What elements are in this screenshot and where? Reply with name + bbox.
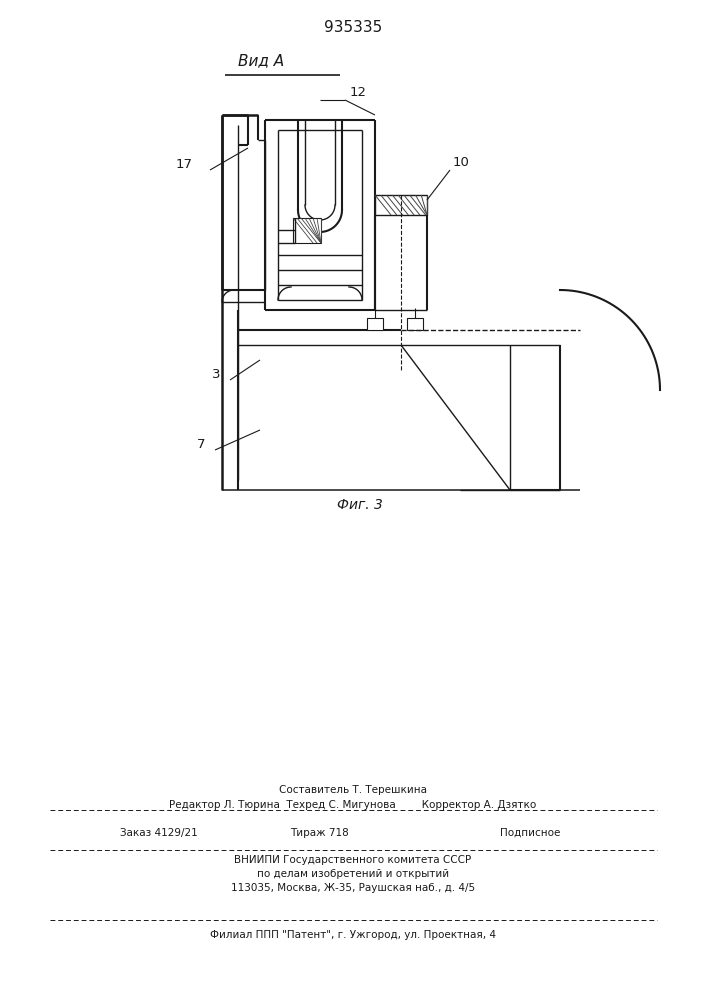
Text: 10: 10: [453, 156, 470, 169]
Text: Вид А: Вид А: [238, 53, 284, 68]
Text: Подписное: Подписное: [500, 828, 561, 838]
Bar: [293, 218, 321, 243]
Text: ВНИИПИ Государственного комитета СССР: ВНИИПИ Государственного комитета СССР: [235, 855, 472, 865]
Text: 113035, Москва, Ж-35, Раушская наб., д. 4/5: 113035, Москва, Ж-35, Раушская наб., д. …: [231, 883, 475, 893]
Text: Филиал ППП "Патент", г. Ужгород, ул. Проектная, 4: Филиал ППП "Патент", г. Ужгород, ул. Про…: [210, 930, 496, 940]
Text: по делам изобретений и открытий: по делам изобретений и открытий: [257, 869, 449, 879]
Text: Редактор Л. Тюрина  Техред С. Мигунова        Корректор А. Дзятко: Редактор Л. Тюрина Техред С. Мигунова Ко…: [170, 800, 537, 810]
Text: Заказ 4129/21: Заказ 4129/21: [120, 828, 198, 838]
Text: 17: 17: [176, 157, 193, 170]
Text: Фиг. 3: Фиг. 3: [337, 498, 383, 512]
Text: 7: 7: [197, 438, 205, 452]
Bar: [407, 318, 423, 330]
Bar: [367, 318, 383, 330]
Text: Составитель Т. Терешкина: Составитель Т. Терешкина: [279, 785, 427, 795]
Bar: [375, 195, 427, 215]
Text: Тираж 718: Тираж 718: [290, 828, 349, 838]
Text: 935335: 935335: [324, 20, 382, 35]
Text: 3: 3: [211, 368, 220, 381]
Text: 12: 12: [350, 87, 367, 100]
